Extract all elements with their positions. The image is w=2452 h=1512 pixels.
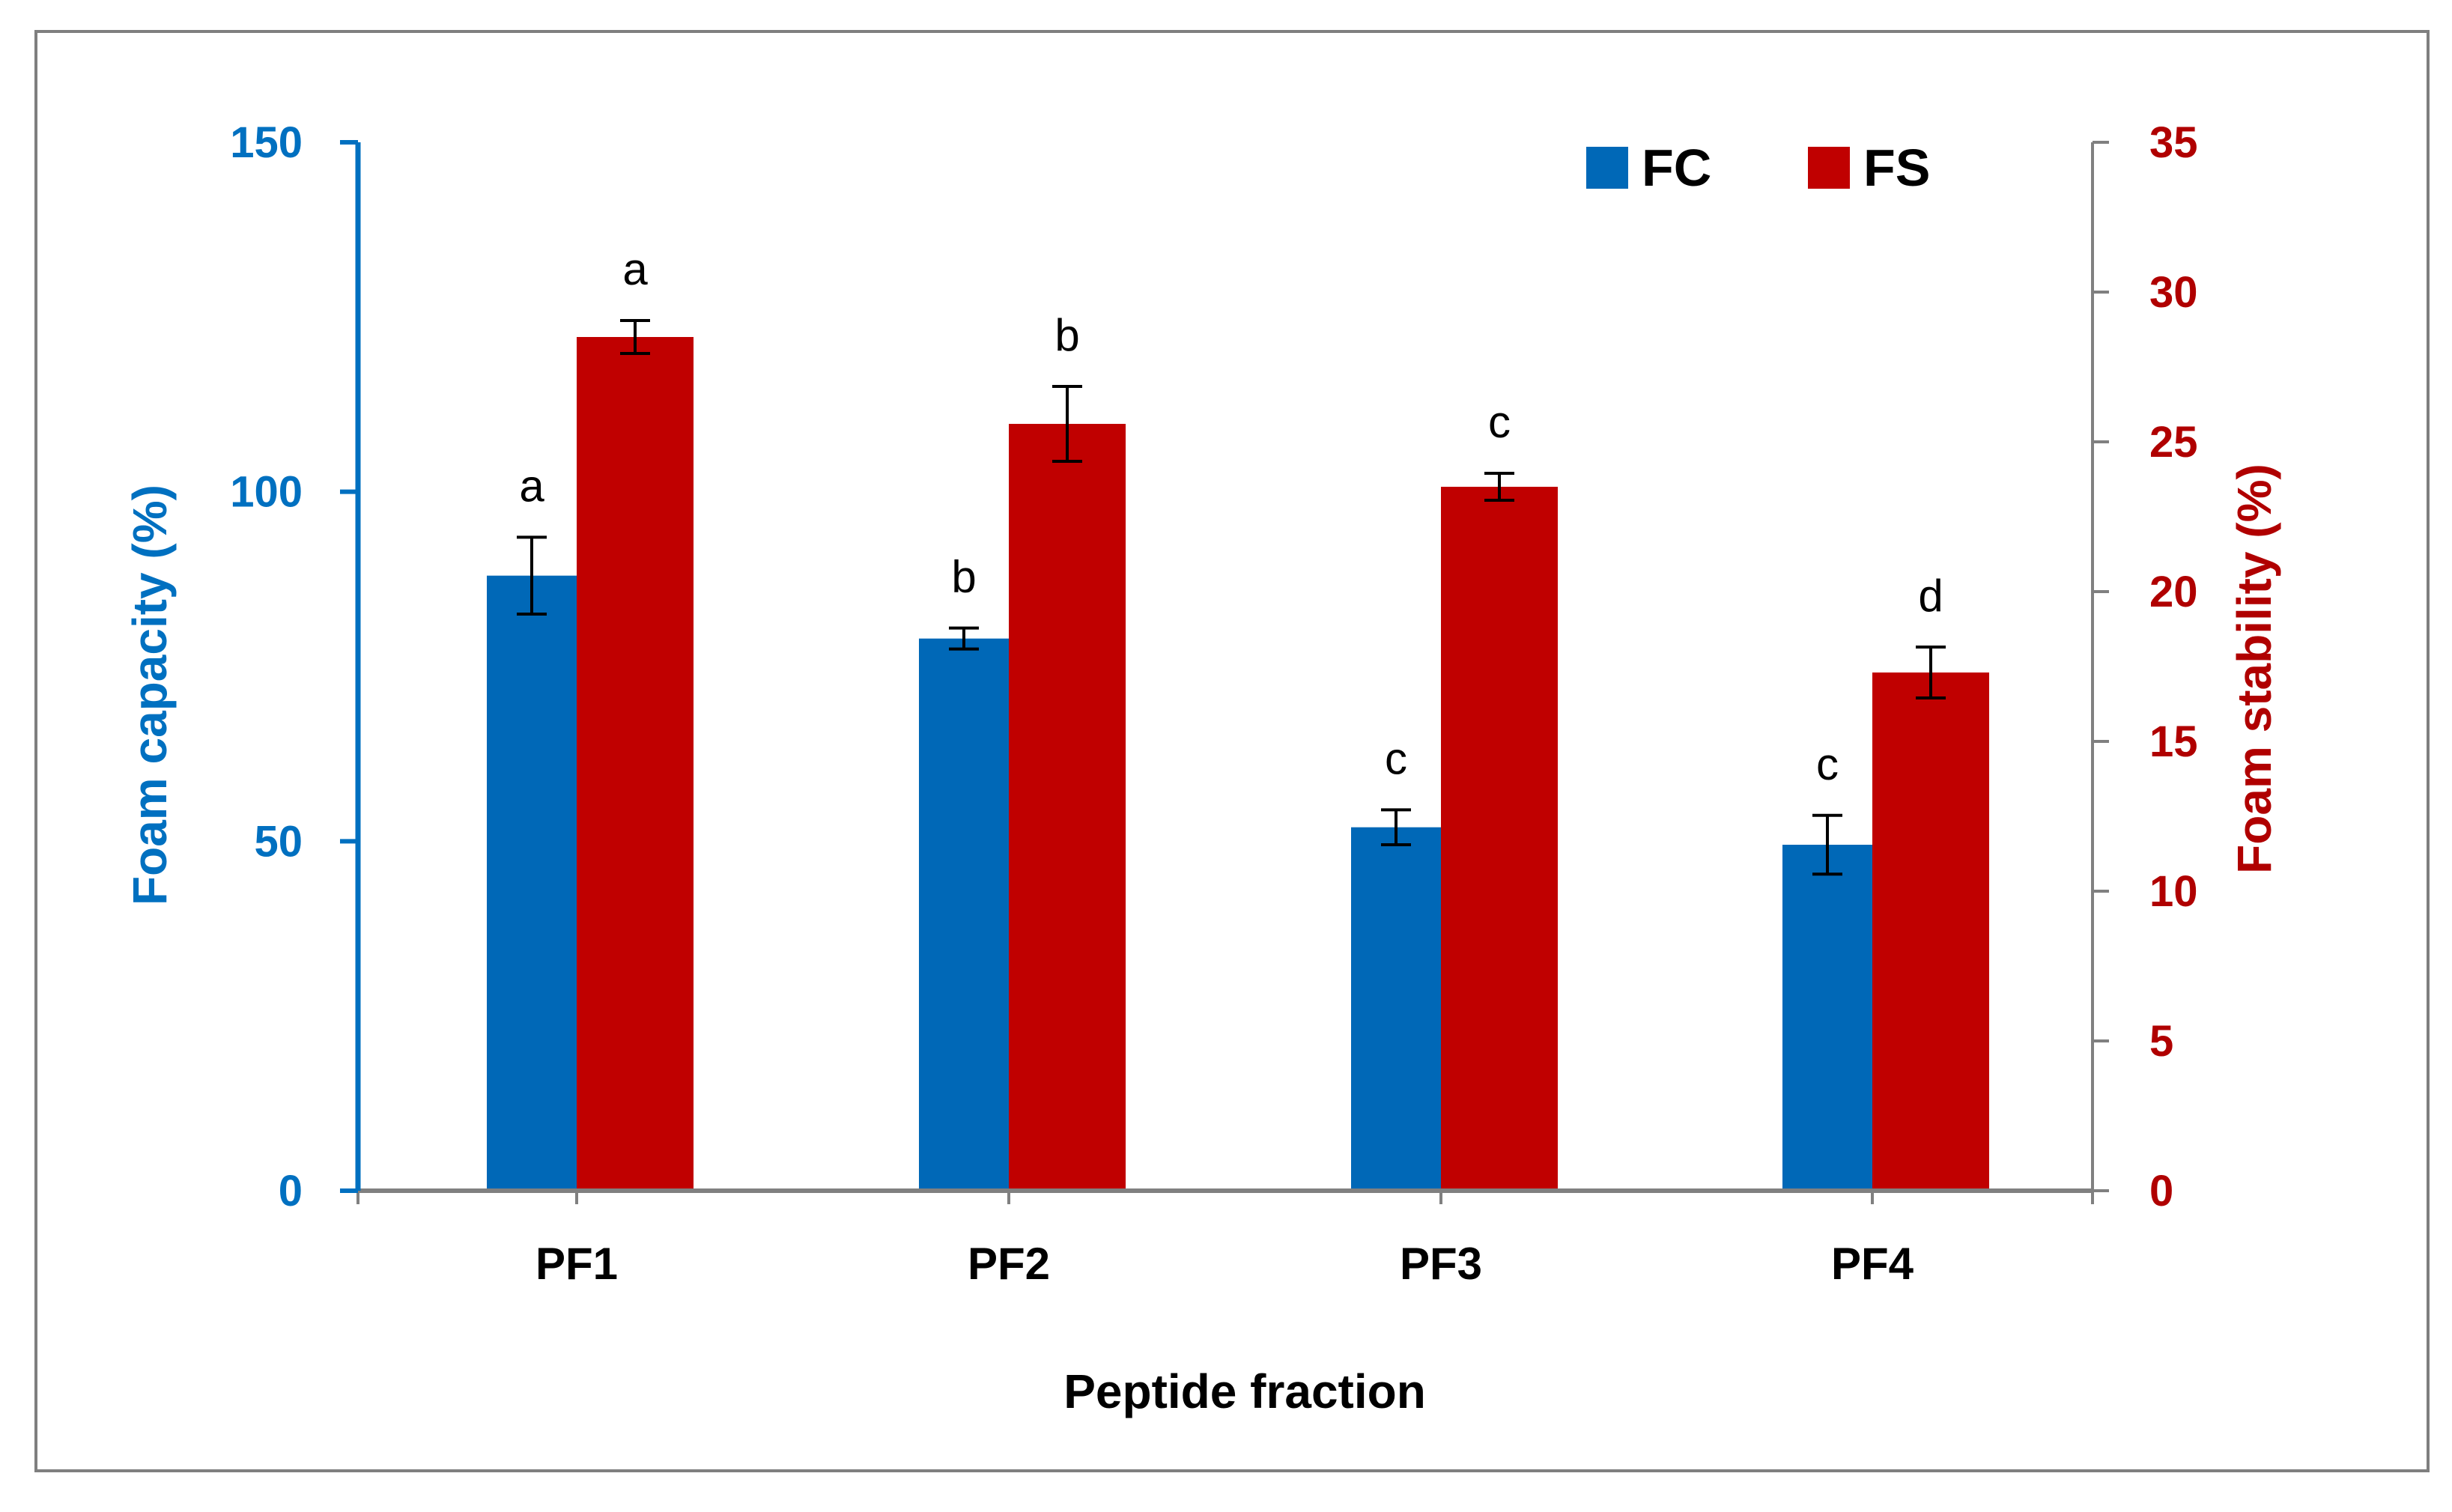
x-tick-label-pf1: PF1 <box>535 1239 618 1289</box>
y-tick-label-left: 50 <box>254 817 303 866</box>
fs-significance-label-pf3: c <box>1488 397 1511 447</box>
y-tick-label-left: 150 <box>230 118 303 167</box>
x-axis-title: Peptide fraction <box>1063 1364 1426 1418</box>
fc-bar-pf4 <box>1782 845 1872 1191</box>
x-tick-label-pf3: PF3 <box>1400 1239 1482 1289</box>
fc-significance-label-pf1: a <box>519 461 544 511</box>
legend-fc-label: FC <box>1642 139 1711 197</box>
y-tick-label-right: 30 <box>2149 268 2198 317</box>
chart-frame <box>34 30 2430 1472</box>
legend-fc-swatch <box>1586 147 1628 189</box>
fs-bar-pf4 <box>1872 672 1989 1191</box>
y-tick-label-left: 100 <box>230 468 303 517</box>
fc-significance-label-pf4: c <box>1816 739 1839 789</box>
fs-bar-pf2 <box>1009 424 1126 1191</box>
y-tick-label-right: 0 <box>2149 1167 2173 1215</box>
legend-fs-swatch <box>1808 147 1850 189</box>
fc-bar-pf3 <box>1351 827 1441 1191</box>
fs-bar-pf3 <box>1441 487 1558 1191</box>
fc-significance-label-pf2: b <box>951 552 976 602</box>
y-tick-label-right: 35 <box>2149 118 2198 167</box>
y-tick-label-right: 10 <box>2149 867 2198 916</box>
axes-layer <box>340 140 2109 1204</box>
y-tick-label-right: 20 <box>2149 568 2198 616</box>
tick-labels-layer: PF1 PF2 PF3 PF4 0 50 100 150 0 5 10 15 20 25 30 35 <box>230 118 2197 1289</box>
y-tick-label-right: 25 <box>2149 418 2198 467</box>
fc-bar-pf2 <box>919 638 1009 1191</box>
significance-labels-layer: a a b b c c c d <box>519 244 1943 789</box>
fs-significance-label-pf1: a <box>622 244 648 294</box>
error-bars-layer <box>517 319 1946 876</box>
y-tick-label-right: 5 <box>2149 1017 2173 1066</box>
y-axis-title-left: Foam capacity (%) <box>123 485 177 905</box>
fc-bar-pf1 <box>487 575 577 1191</box>
fc-significance-label-pf3: c <box>1385 733 1407 783</box>
legend: FC FS <box>1586 139 1930 197</box>
y-tick-label-right: 15 <box>2149 717 2198 766</box>
legend-fs-label: FS <box>1863 139 1930 197</box>
x-tick-label-pf4: PF4 <box>1831 1239 1914 1289</box>
fs-bar-pf1 <box>577 337 694 1191</box>
y-axis-title-right: Foam stability (%) <box>2227 464 2281 874</box>
bars-layer <box>487 337 1989 1191</box>
fs-significance-label-pf4: d <box>1918 571 1943 621</box>
fs-significance-label-pf2: b <box>1054 310 1079 360</box>
x-tick-label-pf2: PF2 <box>968 1239 1050 1289</box>
y-tick-label-left: 0 <box>279 1167 303 1215</box>
